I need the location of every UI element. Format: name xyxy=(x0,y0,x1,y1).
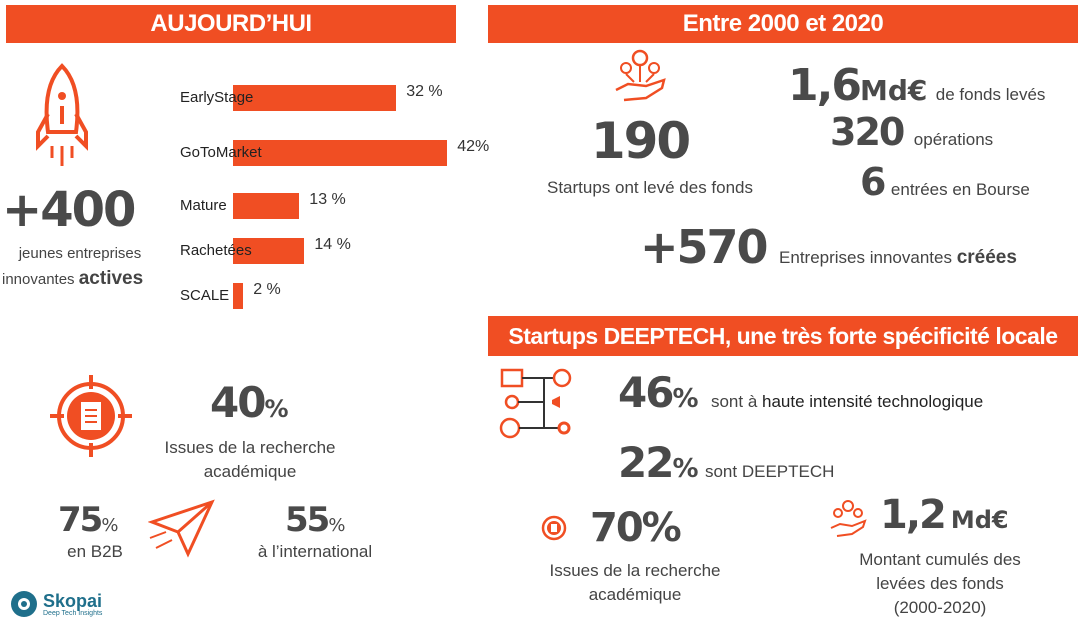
stage-bar xyxy=(233,283,244,309)
deeptech-research-line2: académique xyxy=(588,585,682,604)
intl-stat: 55% xyxy=(285,500,346,540)
stage-label: Mature xyxy=(180,197,227,214)
stage-value: 2 % xyxy=(253,281,281,298)
banner-today: AUJOURD’HUI xyxy=(6,5,456,43)
stage-label: GoToMarket xyxy=(180,144,262,161)
stage-value: 42% xyxy=(457,138,490,155)
rocket-icon xyxy=(34,62,90,172)
stage-bar xyxy=(233,193,300,219)
stage-bar xyxy=(233,238,305,264)
deeptech-share-stat: 22% sont DEEPTECH xyxy=(618,438,835,487)
stage-value: 14 % xyxy=(314,236,351,253)
b2b-stat: 75% xyxy=(58,500,119,540)
active-line1: jeunes entreprises xyxy=(18,245,142,262)
raised-line1: Montant cumulés des xyxy=(859,550,1021,569)
raised-line2: levées des fonds xyxy=(876,574,1004,593)
paper-plane-icon xyxy=(148,498,216,558)
funded-count: 190 xyxy=(590,112,691,170)
active-count: +400 xyxy=(2,182,136,238)
small-money-hand-icon xyxy=(828,498,868,540)
funded-label: Startups ont levé des fonds xyxy=(546,178,754,197)
workflow-icon xyxy=(498,366,574,440)
high-tech-stat: 46% sont à haute intensité technologique xyxy=(618,368,984,417)
deeptech-research-stat: 70% xyxy=(590,505,682,551)
skopai-logo: Skopai Deep Tech Insights xyxy=(10,590,102,618)
funds-stat: 1,6Md€ de fonds levés xyxy=(788,60,1046,111)
stage-value: 32 % xyxy=(406,83,443,100)
research-stat: 40% xyxy=(210,378,289,427)
stage-label: Rachetées xyxy=(180,242,252,259)
logo-name: Skopai xyxy=(43,590,103,611)
money-hand-icon xyxy=(612,48,668,106)
banner-2000-2020: Entre 2000 et 2020 xyxy=(488,5,1078,43)
stage-value: 13 % xyxy=(309,191,346,208)
logo-tagline: Deep Tech Insights xyxy=(43,609,103,617)
intl-label: à l’international xyxy=(257,542,373,561)
active-line2: innovantes actives xyxy=(2,268,144,289)
skopai-logo-icon xyxy=(11,591,37,617)
deeptech-research-line1: Issues de la recherche xyxy=(549,561,721,580)
stage-label: SCALE xyxy=(180,287,230,304)
raised-line3: (2000-2020) xyxy=(893,598,987,617)
created-stat: +570 Entreprises innovantes créées xyxy=(640,220,1017,274)
target-document-icon xyxy=(48,373,134,459)
b2b-label: en B2B xyxy=(67,542,123,561)
raised-stat: 1,2 Md€ xyxy=(880,492,1009,538)
operations-stat: 320 opérations xyxy=(830,110,994,154)
banner-deeptech: Startups DEEPTECH, une très forte spécif… xyxy=(488,316,1078,356)
research-label-line1: Issues de la recherche xyxy=(164,438,336,457)
stage-label: EarlyStage xyxy=(180,89,254,106)
stage-bar xyxy=(233,85,397,111)
stage-bar xyxy=(233,140,448,166)
ipo-stat: 6 entrées en Bourse xyxy=(860,160,1030,204)
small-target-icon xyxy=(540,514,568,542)
research-label-line2: académique xyxy=(203,462,297,481)
